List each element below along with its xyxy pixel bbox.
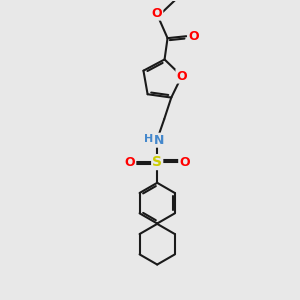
Text: S: S [152, 155, 162, 169]
Text: O: O [179, 156, 190, 169]
Text: O: O [124, 156, 135, 169]
Text: H: H [144, 134, 153, 144]
Text: O: O [152, 7, 162, 20]
Text: O: O [188, 30, 199, 43]
Text: N: N [154, 134, 164, 147]
Text: O: O [176, 70, 187, 83]
